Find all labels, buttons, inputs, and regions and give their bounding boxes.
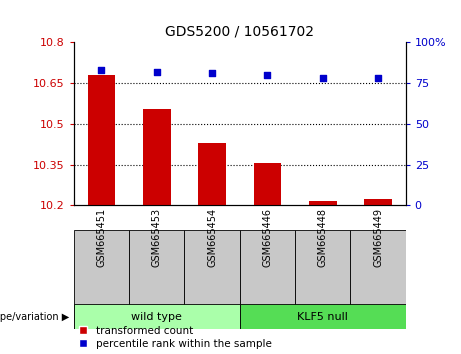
Text: genotype/variation ▶: genotype/variation ▶ bbox=[0, 312, 69, 322]
Bar bbox=[184, 230, 240, 329]
Point bbox=[319, 75, 326, 81]
Text: GSM665449: GSM665449 bbox=[373, 208, 383, 267]
Bar bbox=[309, 201, 337, 205]
Bar bbox=[295, 230, 350, 329]
Title: GDS5200 / 10561702: GDS5200 / 10561702 bbox=[165, 24, 314, 39]
Bar bbox=[129, 230, 184, 329]
Point bbox=[98, 67, 105, 73]
Bar bbox=[88, 75, 115, 205]
Text: GSM665454: GSM665454 bbox=[207, 208, 217, 267]
Bar bbox=[350, 230, 406, 329]
Bar bbox=[364, 199, 392, 205]
Point bbox=[374, 75, 382, 81]
Text: GSM665446: GSM665446 bbox=[262, 208, 272, 267]
Text: GSM665448: GSM665448 bbox=[318, 208, 328, 267]
Legend: transformed count, percentile rank within the sample: transformed count, percentile rank withi… bbox=[79, 326, 272, 349]
Bar bbox=[143, 109, 171, 205]
Text: GSM665453: GSM665453 bbox=[152, 208, 162, 267]
Text: wild type: wild type bbox=[131, 312, 182, 322]
Bar bbox=[254, 163, 281, 205]
Point bbox=[264, 72, 271, 78]
Text: KLF5 null: KLF5 null bbox=[297, 312, 348, 322]
Bar bbox=[198, 143, 226, 205]
Bar bbox=[240, 304, 406, 329]
Bar bbox=[240, 230, 295, 329]
Bar bbox=[74, 304, 240, 329]
Bar bbox=[74, 230, 129, 329]
Text: GSM665451: GSM665451 bbox=[96, 208, 106, 267]
Point bbox=[153, 69, 160, 75]
Point bbox=[208, 70, 216, 76]
